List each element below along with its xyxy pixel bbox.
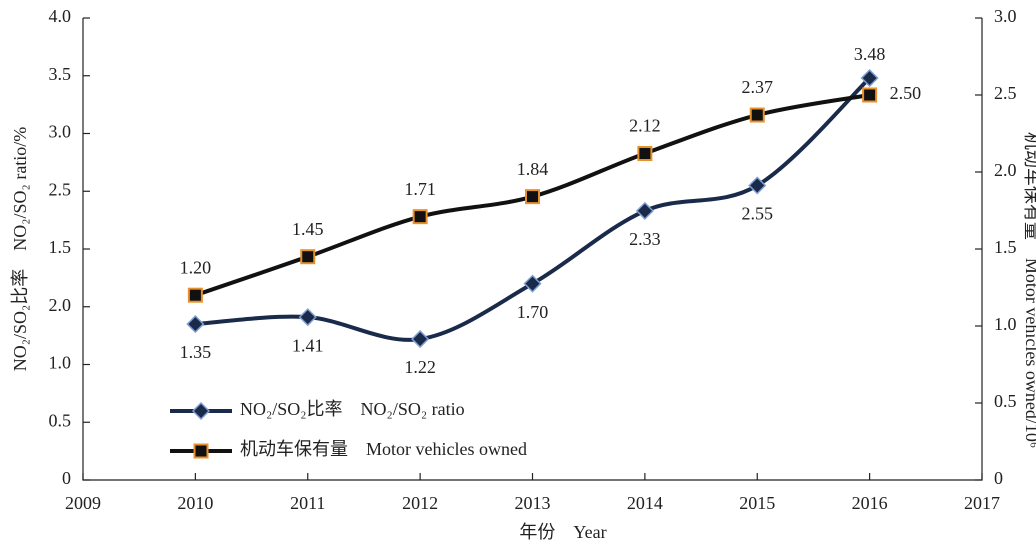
data-label: 1.45 [292, 219, 324, 239]
y2-tick-label: 1.5 [994, 237, 1017, 257]
data-point [523, 274, 542, 293]
data-point [300, 249, 316, 265]
legend-marker [191, 401, 211, 421]
y2-tick-label: 0.5 [994, 391, 1017, 411]
legend-label: 机动车保有量 Motor vehicles owned [240, 439, 527, 459]
data-label: 1.70 [517, 302, 549, 322]
data-label: 2.50 [890, 83, 922, 103]
y2-tick-label: 2.5 [994, 83, 1017, 103]
y-tick-label: 4.0 [49, 6, 72, 26]
y-tick-label: 2.5 [49, 179, 72, 199]
data-label: 1.71 [404, 179, 436, 199]
x-tick-label: 2013 [515, 493, 551, 513]
data-point [862, 87, 878, 103]
data-label: 2.55 [742, 204, 774, 224]
data-label: 1.20 [180, 257, 212, 277]
x-tick-label: 2011 [290, 493, 325, 513]
x-tick-label: 2014 [627, 493, 663, 513]
y-tick-label: 0 [62, 468, 71, 488]
data-point [748, 176, 767, 195]
data-label: 1.84 [517, 159, 549, 179]
y-tick-label: 3.0 [49, 122, 72, 142]
data-point [187, 287, 203, 303]
data-label: 1.35 [180, 342, 212, 362]
y-tick-label: 0.5 [49, 410, 72, 430]
y-tick-label: 1.0 [49, 353, 72, 373]
data-label: 3.48 [854, 44, 886, 64]
y-tick-label: 1.5 [49, 237, 72, 257]
data-label: 2.33 [629, 229, 661, 249]
x-axis-label: 年份 Year [519, 522, 606, 542]
y2-axis-label: 机动车保有量 Motor vehicles owned/10⁶ [1022, 132, 1036, 448]
data-label: 2.12 [629, 116, 661, 136]
y2-tick-label: 3.0 [994, 6, 1017, 26]
x-tick-label: 2012 [402, 493, 438, 513]
x-tick-label: 2015 [739, 493, 775, 513]
data-point [860, 68, 879, 88]
y-tick-label: 2.0 [49, 295, 72, 315]
legend-label: NO₂/SO₂比率 NO₂/SO₂ ratio [240, 399, 465, 419]
data-point [412, 209, 428, 225]
data-label: 2.37 [742, 77, 774, 97]
data-point [186, 315, 205, 334]
x-tick-label: 2009 [65, 493, 101, 513]
y2-tick-label: 1.0 [994, 314, 1017, 334]
data-label: 1.22 [404, 357, 436, 377]
data-point [635, 201, 654, 220]
legend-marker [193, 443, 209, 459]
data-label: 1.41 [292, 335, 324, 355]
y-tick-label: 3.5 [49, 64, 72, 84]
data-point [525, 189, 540, 205]
data-point [637, 146, 653, 162]
data-point [411, 330, 430, 349]
y-axis-label: NO₂/SO₂比率 NO₂/SO₂ ratio/% [10, 127, 30, 372]
data-point [749, 107, 765, 123]
y2-tick-label: 2.0 [994, 160, 1017, 180]
y2-tick-label: 0 [994, 468, 1003, 488]
x-tick-label: 2010 [177, 493, 213, 513]
x-tick-label: 2017 [964, 493, 1000, 513]
data-point [298, 308, 317, 327]
x-tick-label: 2016 [852, 493, 888, 513]
